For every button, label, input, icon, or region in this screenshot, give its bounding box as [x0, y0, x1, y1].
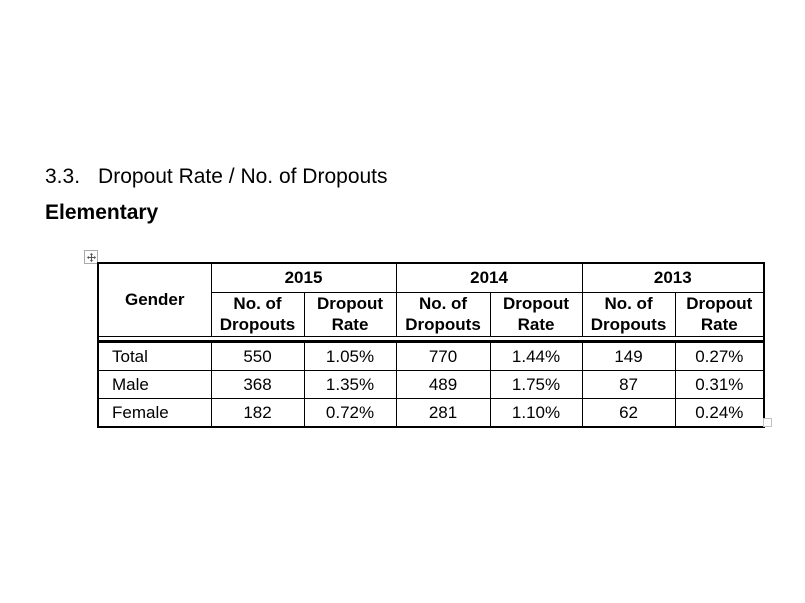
- row-label: Total: [97, 341, 212, 371]
- cell-value: 0.72%: [303, 398, 397, 428]
- cell-value: 489: [395, 370, 491, 399]
- section-number: 3.3.: [45, 165, 81, 188]
- section-title-text: Dropout Rate / No. of Dropouts: [98, 165, 388, 188]
- table-header-subcolumns: No. of Dropouts Dropout Rate No. of Drop…: [98, 292, 765, 337]
- table-row-total: Total 550 1.05% 770 1.44% 149 0.27%: [97, 341, 765, 371]
- header-year-2013: 2013: [581, 262, 765, 293]
- cell-value: 182: [210, 398, 305, 428]
- cell-value: 550: [210, 341, 305, 371]
- table-row-male: Male 368 1.35% 489 1.75% 87 0.31%: [97, 370, 765, 399]
- header-year-2015: 2015: [210, 262, 397, 293]
- cell-value: 62: [581, 398, 676, 428]
- header-gender: Gender: [97, 262, 212, 337]
- row-label: Male: [97, 370, 212, 399]
- header-2013-no-of-dropouts: No. of Dropouts: [581, 292, 676, 337]
- header-2014-no-of-dropouts: No. of Dropouts: [395, 292, 491, 337]
- cell-value: 1.35%: [303, 370, 397, 399]
- header-2013-dropout-rate: Dropout Rate: [674, 292, 765, 337]
- table-row-female: Female 182 0.72% 281 1.10% 62 0.24%: [97, 398, 765, 428]
- cell-value: 87: [581, 370, 676, 399]
- table-move-handle[interactable]: [84, 250, 98, 264]
- cell-value: 368: [210, 370, 305, 399]
- cell-value: 149: [581, 341, 676, 371]
- row-label: Female: [97, 398, 212, 428]
- subtitle-elementary: Elementary: [45, 201, 159, 224]
- cell-value: 770: [395, 341, 491, 371]
- table-resize-handle[interactable]: [763, 418, 772, 427]
- dropout-rate-table: Gender 2015 2014 2013 No. of Dropouts Dr…: [97, 262, 766, 428]
- cell-value: 1.44%: [489, 341, 583, 371]
- table-header-years: Gender 2015 2014 2013: [97, 262, 765, 337]
- cell-value: 281: [395, 398, 491, 428]
- section-title: 3.3. Dropout Rate / No. of Dropouts: [45, 163, 388, 190]
- header-2014-dropout-rate: Dropout Rate: [489, 292, 583, 337]
- cell-value: 0.24%: [674, 398, 765, 428]
- cell-value: 1.05%: [303, 341, 397, 371]
- four-way-arrow-icon: [86, 252, 96, 262]
- cell-value: 1.10%: [489, 398, 583, 428]
- cell-value: 0.27%: [674, 341, 765, 371]
- header-year-2014: 2014: [395, 262, 583, 293]
- header-2015-no-of-dropouts: No. of Dropouts: [210, 292, 305, 337]
- cell-value: 1.75%: [489, 370, 583, 399]
- header-2015-dropout-rate: Dropout Rate: [303, 292, 397, 337]
- cell-value: 0.31%: [674, 370, 765, 399]
- header-body-divider: [98, 336, 765, 343]
